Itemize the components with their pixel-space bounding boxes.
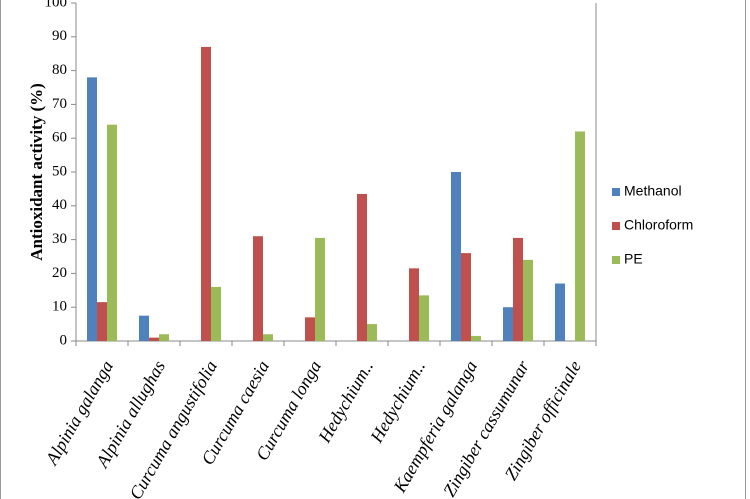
y-tick-label: 20: [52, 265, 67, 281]
bar: [97, 302, 107, 341]
y-tick-label: 10: [52, 299, 67, 315]
bar: [409, 268, 419, 341]
bar: [451, 172, 461, 341]
bar: [419, 295, 429, 341]
bar: [315, 237, 325, 341]
y-tick-label: 30: [52, 231, 67, 247]
y-tick-label: 100: [45, 0, 68, 10]
bar: [471, 335, 481, 341]
legend-label: Chloroform: [624, 217, 693, 233]
legend-swatch: [612, 222, 620, 230]
y-tick-label: 90: [52, 28, 67, 44]
bar: [201, 46, 211, 341]
y-tick-label: 80: [52, 62, 67, 78]
bar: [149, 337, 159, 341]
bar: [305, 317, 315, 341]
legend-swatch: [612, 188, 620, 196]
bar: [263, 334, 273, 341]
bar: [87, 77, 97, 342]
y-tick-label: 40: [52, 197, 67, 213]
y-tick-label: 0: [60, 332, 68, 348]
bar: [513, 237, 523, 341]
bar: [107, 124, 117, 342]
bar: [555, 283, 565, 341]
bar: [523, 259, 533, 341]
y-axis-label: Antioxidant activity (%): [27, 83, 46, 261]
legend-swatch: [612, 256, 620, 264]
y-tick-label: 60: [52, 130, 67, 146]
bar: [139, 315, 149, 341]
bar: [211, 286, 221, 341]
bar: [367, 324, 377, 341]
bar: [503, 307, 513, 341]
bar: [159, 334, 169, 341]
legend-label: Methanol: [624, 183, 682, 199]
y-tick-label: 50: [52, 163, 67, 179]
bar: [253, 236, 263, 341]
y-tick-label: 70: [52, 96, 67, 112]
bar: [575, 131, 585, 341]
legend-label: PE: [624, 251, 643, 267]
bar: [461, 253, 471, 341]
bar: [357, 193, 367, 341]
